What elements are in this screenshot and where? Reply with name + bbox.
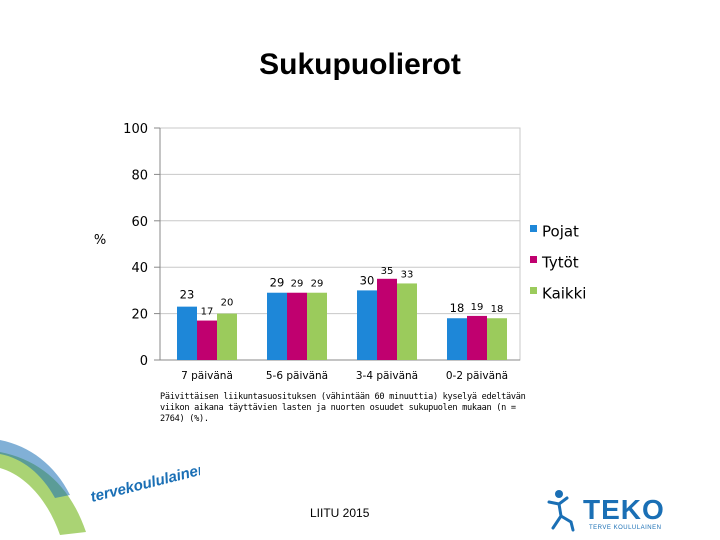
data-label: 20: [221, 298, 234, 309]
legend-label-tytot: Tytöt: [541, 254, 579, 272]
source-label: LIITU 2015: [310, 506, 370, 520]
y-tick-label: 40: [131, 261, 148, 276]
bar-kaikki: [307, 292, 327, 360]
data-label: 35: [381, 266, 394, 277]
bar-kaikki: [397, 283, 417, 360]
legend-label-pojat: Pojat: [542, 223, 579, 241]
chart-caption: Päivittäisen liikuntasuosituksen (vähint…: [160, 392, 526, 424]
x-tick-label: 0-2 päivänä: [446, 370, 508, 382]
data-label: 29: [270, 276, 285, 290]
legend-label-kaikki: Kaikki: [542, 285, 586, 303]
bar-pojat: [447, 318, 467, 360]
y-tick-label: 80: [131, 168, 148, 183]
bar-kaikki: [487, 318, 507, 360]
logo-right-text: TEKO: [583, 494, 665, 525]
y-tick-label: 60: [131, 215, 148, 230]
x-tick-label: 3-4 päivänä: [356, 370, 418, 382]
data-label: 18: [450, 301, 465, 315]
data-label: 33: [401, 269, 414, 280]
x-tick-label: 5-6 päivänä: [266, 370, 328, 382]
runner-icon: [547, 490, 575, 532]
data-label: 23: [180, 288, 195, 302]
data-label: 29: [311, 279, 324, 290]
bar-chart: 0 20 40 60 80 100% 23 17 20 7 päivänä 29 29 29 5-6 pä…: [94, 122, 587, 382]
data-label: 19: [471, 302, 484, 313]
bar-pojat: [177, 306, 197, 360]
y-tick-label: 0: [140, 354, 148, 369]
legend-swatch-pojat: [530, 225, 537, 232]
bar-tytot: [467, 315, 487, 360]
logo-right-tagline: TERVE KOULULAINEN: [589, 525, 661, 531]
bar-kaikki: [217, 313, 237, 360]
y-axis-label: %: [94, 233, 106, 248]
data-label: 17: [201, 307, 214, 318]
chart-title: Sukupuolierot: [259, 48, 461, 81]
x-tick-label: 7 päivänä: [181, 370, 233, 382]
legend-swatch-tytot: [530, 256, 537, 263]
tervekoululainen-logo: tervekoululainen.fi: [0, 440, 200, 535]
data-label: 29: [291, 279, 304, 290]
y-tick-label: 100: [123, 122, 148, 137]
legend-swatch-kaikki: [530, 287, 537, 294]
bar-tytot: [377, 278, 397, 360]
bar-pojat: [267, 292, 287, 360]
bar-tytot: [287, 292, 307, 360]
bar-tytot: [197, 320, 217, 360]
data-label: 30: [360, 273, 375, 287]
bar-pojat: [357, 290, 377, 360]
y-tick-label: 20: [131, 308, 148, 323]
teko-logo: TEKO TERVE KOULULAINEN: [547, 490, 665, 532]
data-label: 18: [491, 304, 504, 315]
logo-left-text: tervekoululainen.fi: [89, 457, 200, 506]
